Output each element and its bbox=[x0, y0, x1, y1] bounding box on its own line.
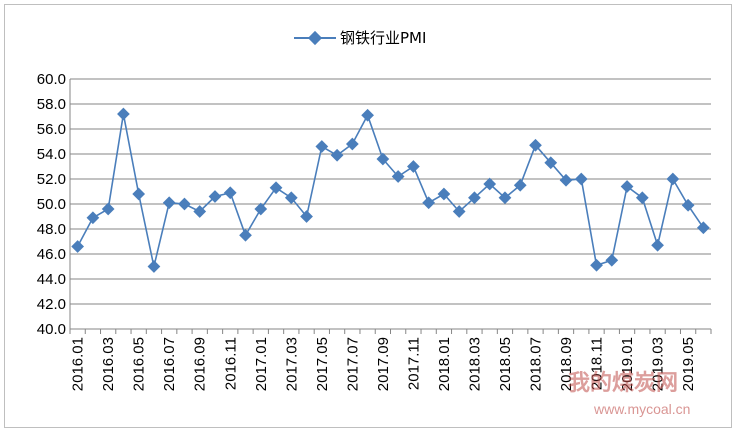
data-point-marker bbox=[269, 181, 283, 195]
x-tick-label: 2018.09 bbox=[558, 337, 575, 391]
y-axis-ticks: 40.0 42.0 44.0 46.0 48.0 50.0 52.0 54.0 56.0 58.0… bbox=[37, 71, 66, 338]
watermark-url: www.mycoal.cn bbox=[593, 401, 690, 417]
data-point-marker bbox=[452, 205, 466, 218]
x-tick-label: 2018.01 bbox=[436, 337, 453, 391]
x-tick-label: 2016.05 bbox=[131, 337, 148, 391]
data-point-marker bbox=[162, 196, 176, 210]
x-tick-label: 2017.05 bbox=[314, 337, 331, 391]
data-point-marker bbox=[178, 197, 191, 211]
x-tick-label: 2017.09 bbox=[375, 337, 392, 391]
data-point-marker bbox=[330, 148, 344, 162]
x-tick-label: 2017.03 bbox=[283, 337, 300, 391]
data-point-marker bbox=[590, 258, 603, 272]
y-tick-label: 50.0 bbox=[37, 196, 66, 213]
legend-label: 钢铁行业PMI bbox=[340, 29, 426, 47]
y-tick-label: 40.0 bbox=[37, 321, 66, 338]
y-tick-label: 52.0 bbox=[37, 171, 66, 188]
x-tick-label: 2018.07 bbox=[527, 337, 544, 391]
data-point-marker bbox=[71, 240, 84, 253]
data-point-marker bbox=[635, 191, 649, 205]
y-tick-label: 44.0 bbox=[37, 271, 66, 288]
x-tick-label: 2016.09 bbox=[192, 337, 209, 391]
data-point-marker bbox=[361, 108, 374, 122]
x-tick-label: 2017.07 bbox=[344, 337, 361, 391]
y-tick-label: 42.0 bbox=[37, 296, 66, 313]
legend-marker bbox=[307, 30, 323, 46]
x-tick-label: 2016.11 bbox=[222, 337, 239, 390]
data-point-marker bbox=[483, 177, 497, 191]
data-point-marker bbox=[666, 172, 680, 186]
x-tick-label: 2019.03 bbox=[650, 337, 667, 391]
data-point-marker bbox=[407, 160, 420, 173]
data-point-marker bbox=[223, 186, 237, 200]
data-point-marker bbox=[697, 221, 710, 235]
y-tick-label: 48.0 bbox=[37, 221, 66, 238]
data-point-marker bbox=[437, 187, 451, 201]
data-point-marker bbox=[574, 172, 588, 186]
x-tick-label: 2018.11 bbox=[589, 337, 606, 390]
data-point-marker bbox=[208, 190, 222, 203]
y-tick-label: 58.0 bbox=[37, 96, 66, 113]
data-point-marker bbox=[422, 196, 436, 210]
data-point-marker bbox=[468, 191, 481, 205]
data-point-marker bbox=[239, 228, 252, 242]
data-point-marker bbox=[605, 253, 619, 267]
x-tick-label: 2016.07 bbox=[161, 337, 178, 391]
data-point-marker bbox=[376, 152, 390, 166]
data-point-marker bbox=[254, 202, 268, 216]
series-line-group bbox=[71, 107, 710, 273]
x-tick-label: 2016.03 bbox=[100, 337, 117, 391]
x-tick-label: 2018.03 bbox=[466, 337, 483, 391]
x-tick-label: 2018.05 bbox=[497, 337, 514, 391]
data-point-marker bbox=[651, 238, 664, 252]
data-point-marker bbox=[345, 137, 359, 151]
x-tick-label: 2017.11 bbox=[405, 337, 422, 390]
x-axis: 2016.01 2016.03 2016.05 2016.07 2016.09 2016.… bbox=[69, 79, 712, 391]
y-tick-label: 60.0 bbox=[37, 71, 66, 88]
x-tick-label: 2016.01 bbox=[70, 337, 87, 391]
legend: 钢铁行业PMI bbox=[294, 29, 426, 47]
y-tick-label: 56.0 bbox=[37, 121, 66, 138]
data-point-marker bbox=[391, 170, 405, 183]
data-point-marker bbox=[117, 107, 130, 121]
y-tick-label: 54.0 bbox=[37, 146, 66, 163]
data-point-marker bbox=[86, 211, 100, 225]
x-tick-label: 2019.01 bbox=[619, 337, 636, 391]
data-point-marker bbox=[300, 210, 313, 223]
y-tick-label: 46.0 bbox=[37, 246, 66, 263]
data-point-marker bbox=[101, 202, 115, 216]
watermark-text: 我的煤炭网 bbox=[568, 370, 678, 396]
series-line bbox=[76, 113, 705, 267]
data-point-marker bbox=[498, 191, 512, 205]
data-point-marker bbox=[681, 198, 695, 212]
data-point-marker bbox=[284, 191, 298, 205]
data-point-marker bbox=[132, 187, 146, 201]
data-point-marker bbox=[147, 260, 161, 273]
data-point-marker bbox=[620, 180, 634, 193]
data-point-marker bbox=[315, 140, 329, 153]
x-tick-label: 2019.05 bbox=[680, 337, 697, 391]
data-point-marker bbox=[193, 205, 207, 218]
chart-frame bbox=[4, 4, 732, 428]
x-tick-label: 2017.01 bbox=[253, 337, 270, 391]
watermark: 我的煤炭网 www.mycoal.cn bbox=[568, 370, 690, 417]
